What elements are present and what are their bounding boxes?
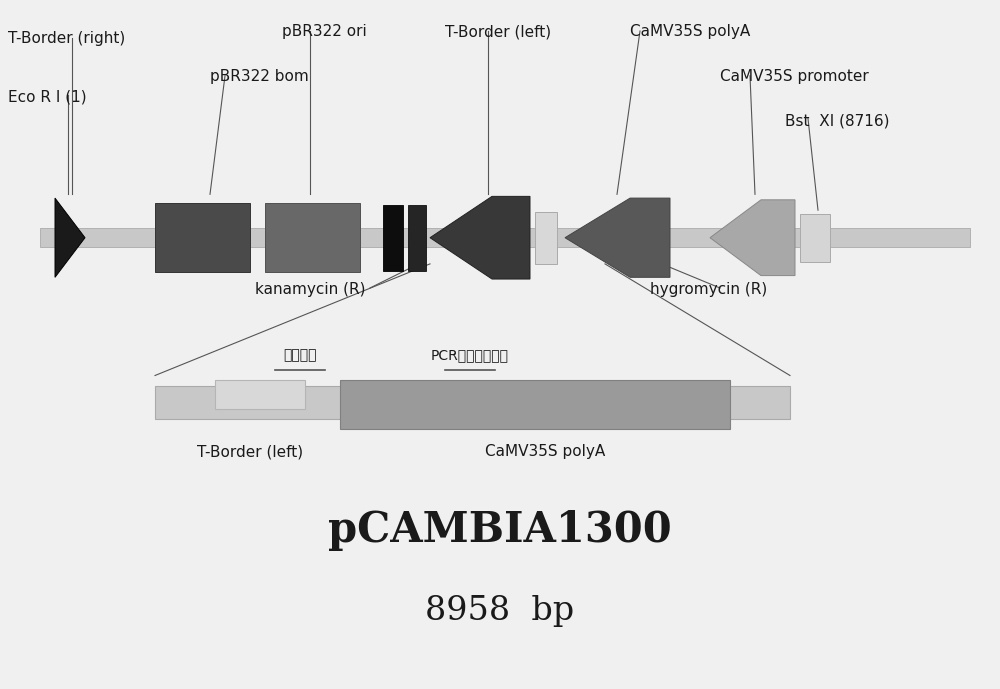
Text: T-Border (left): T-Border (left)	[197, 444, 303, 460]
Text: Bst  XI (8716): Bst XI (8716)	[785, 114, 890, 129]
Text: 探针位置: 探针位置	[283, 348, 317, 362]
Bar	[155, 386, 790, 419]
Text: pBR322 bom: pBR322 bom	[210, 69, 309, 84]
Text: T-Border (left): T-Border (left)	[445, 24, 551, 39]
Bar	[800, 214, 830, 262]
Text: hygromycin (R): hygromycin (R)	[650, 282, 767, 298]
Text: CaMV35S polyA: CaMV35S polyA	[630, 24, 750, 39]
Bar	[383, 205, 403, 271]
Bar	[535, 212, 557, 263]
Text: pCAMBIA1300: pCAMBIA1300	[328, 509, 672, 551]
Text: T-Border (right): T-Border (right)	[8, 31, 125, 46]
Polygon shape	[565, 198, 670, 277]
Polygon shape	[430, 196, 530, 279]
Bar	[40, 228, 970, 247]
Text: kanamycin (R): kanamycin (R)	[255, 282, 366, 298]
Text: CaMV35S promoter: CaMV35S promoter	[720, 69, 869, 84]
Text: pBR322 ori: pBR322 ori	[282, 24, 367, 39]
Bar	[215, 380, 305, 409]
Text: CaMV35S polyA: CaMV35S polyA	[485, 444, 605, 460]
Polygon shape	[710, 200, 795, 276]
Bar	[340, 380, 730, 429]
Polygon shape	[55, 198, 85, 277]
Bar	[155, 203, 250, 272]
Bar	[265, 203, 360, 272]
Text: 8958  bp: 8958 bp	[425, 595, 575, 627]
Text: PCR扩增公用引物: PCR扩增公用引物	[431, 348, 509, 362]
Bar	[408, 205, 426, 271]
Text: Eco R I (1): Eco R I (1)	[8, 90, 87, 105]
